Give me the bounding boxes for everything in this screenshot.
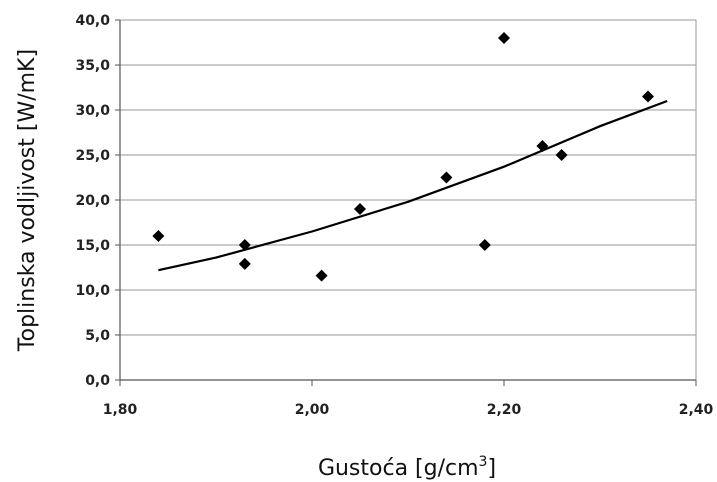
data-point xyxy=(238,239,251,251)
x-axis-title-suffix: ] xyxy=(487,456,496,481)
x-tick-label: 1,80 xyxy=(103,402,138,418)
data-points xyxy=(152,32,654,282)
x-tick-label: 2,20 xyxy=(487,402,522,418)
y-tick-label: 0,0 xyxy=(85,373,110,389)
x-tick-labels: 1,80 2,00 2,20 2,40 xyxy=(103,380,714,418)
y-tick-label: 30,0 xyxy=(75,103,110,119)
x-axis-title-main: Gustoća [g/cm xyxy=(318,456,479,481)
data-point xyxy=(440,171,453,184)
y-tick-labels: 0,0 5,0 10,0 15,0 20,0 25,0 30,0 35,0 40,0 xyxy=(75,13,120,389)
data-point xyxy=(315,269,328,282)
y-tick-label: 20,0 xyxy=(75,193,110,209)
data-point xyxy=(152,230,165,242)
data-point xyxy=(536,140,549,152)
y-tick-label: 35,0 xyxy=(75,58,110,74)
y-tick-label: 5,0 xyxy=(85,328,110,344)
data-point xyxy=(354,203,366,215)
y-tick-label: 10,0 xyxy=(75,283,110,299)
y-axis-title: Toplinska vodljivost [W/mK] xyxy=(15,49,40,352)
data-point xyxy=(238,257,251,270)
trendline xyxy=(158,99,668,272)
x-axis-title: Gustoća [g/cm3] xyxy=(318,454,496,481)
x-tick-label: 2,00 xyxy=(295,402,330,418)
y-tick-label: 25,0 xyxy=(75,148,110,164)
y-tick-label: 40,0 xyxy=(75,13,110,29)
x-tick-label: 2,40 xyxy=(679,402,714,418)
x-axis-title-sup: 3 xyxy=(479,454,488,470)
data-point xyxy=(478,239,491,251)
data-point xyxy=(498,32,510,44)
y-tick-label: 15,0 xyxy=(75,238,110,254)
data-point xyxy=(555,149,568,161)
data-point xyxy=(642,90,654,103)
trendline-group xyxy=(158,99,668,272)
grid-lines xyxy=(120,19,696,381)
